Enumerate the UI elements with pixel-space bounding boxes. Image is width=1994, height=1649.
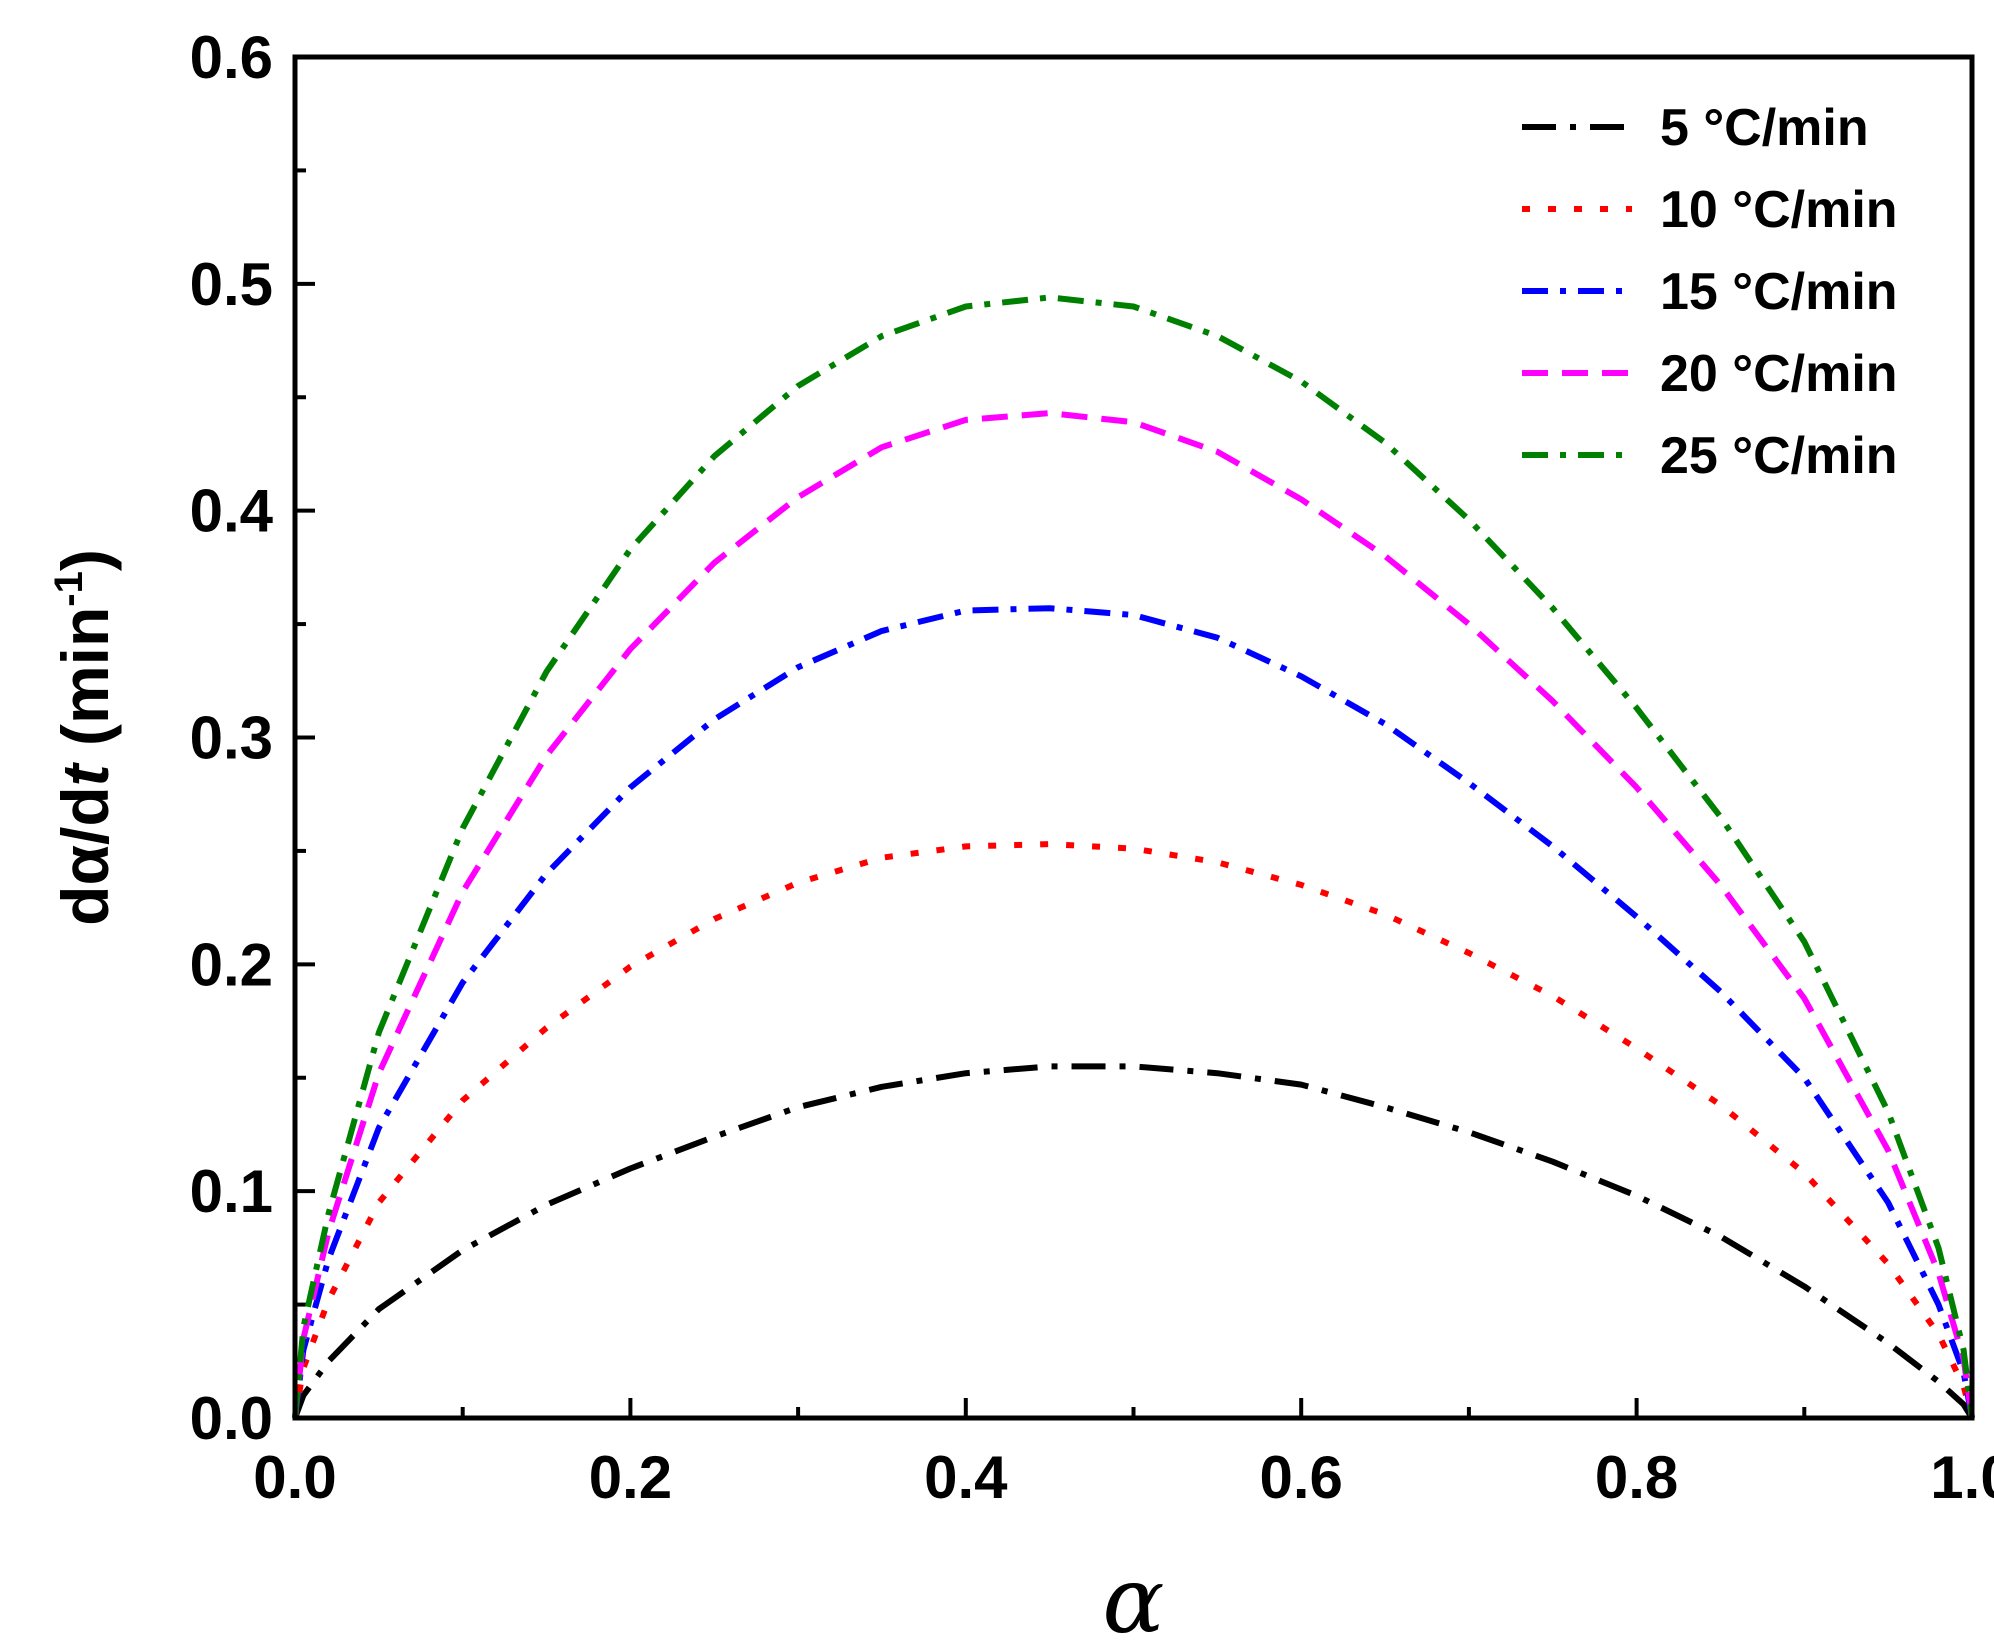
series-line-2 [292,841,1975,1419]
y-tick-label: 0.3 [190,705,273,772]
y-tick-label: 0.4 [190,478,274,545]
y-axis-title-unit-sup: -1 [47,571,91,607]
series-line-3 [292,605,1975,1419]
y-axis-title-unit-close: ) [48,549,122,571]
y-tick-label: 0.5 [190,251,273,318]
legend-label-5: 25 °C/min [1660,427,1898,485]
legend-label-2: 10 °C/min [1660,181,1898,239]
y-axis-title-unit-open: (min [48,607,122,765]
plot-area-frame [292,54,1975,1421]
legend-label-3: 15 °C/min [1660,263,1898,321]
y-axis-ticks: 0.0 0.1 0.2 0.3 0.4 0.5 0.6 [190,24,315,1452]
y-axis-title-italic: t [48,761,122,786]
series-line-5 [292,294,1975,1419]
y-tick-label: 0.1 [190,1158,273,1225]
x-tick-label: 0.6 [1259,1444,1342,1511]
y-axis-title-prefix: dα/d [48,786,122,926]
legend-label-1: 5 °C/min [1660,99,1869,157]
y-tick-label: 0.0 [190,1385,273,1452]
y-tick-label: 0.6 [190,24,273,91]
x-tick-label: 0.8 [1595,1444,1678,1511]
y-tick-label: 0.2 [190,931,273,998]
x-tick-label: 0.2 [589,1444,672,1511]
legend: 5 °C/min 10 °C/min 15 °C/min 20 °C/min 25 °C… [1522,99,1898,485]
y-axis-title: dα/dt (min-1) [47,549,122,926]
legend-label-4: 20 °C/min [1660,345,1898,403]
x-tick-label: 0.0 [253,1444,336,1511]
x-tick-label: 1.0 [1930,1444,1994,1511]
x-axis-ticks: 0.0 0.2 0.4 0.6 0.8 1.0 [253,1398,1994,1511]
series-line-4 [292,410,1975,1419]
x-axis-title: α [1102,1547,1164,1649]
series-lines [292,294,1975,1420]
series-line-1 [292,1063,1975,1420]
x-tick-label: 0.4 [924,1444,1008,1511]
